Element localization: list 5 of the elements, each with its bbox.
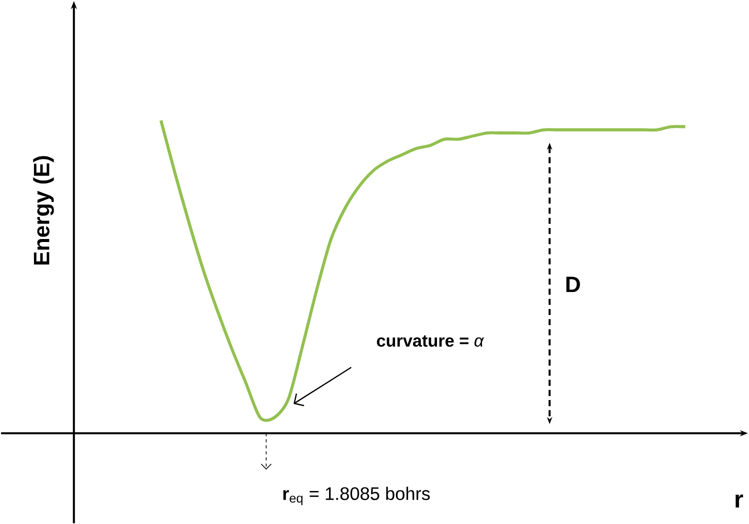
text: r$_{eq}$ = 1.8085 bohrs — [283, 486, 430, 506]
x-axis-title: r — [736, 494, 744, 508]
annotation: curvature = α — [376, 335, 484, 347]
y-axis-title: Energy (E) — [33, 156, 54, 264]
annotation: D — [566, 276, 580, 292]
